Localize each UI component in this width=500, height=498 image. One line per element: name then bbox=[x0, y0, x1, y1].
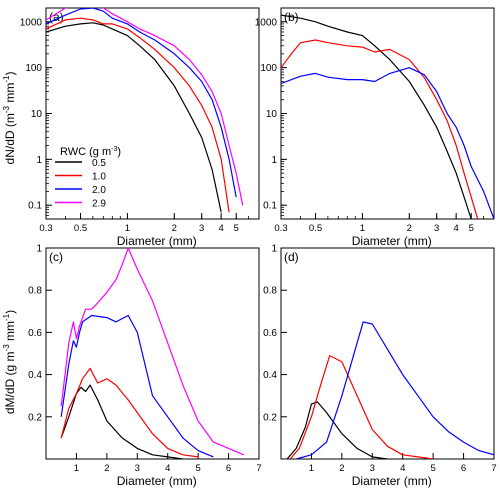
x-tick-label: 5 bbox=[430, 463, 435, 474]
x-tick-label: 5 bbox=[195, 463, 200, 474]
series-line-2.9 bbox=[46, 8, 244, 206]
legend: RWC (g m-3) 0.5 1.0 2.0 2.9 bbox=[55, 146, 121, 210]
y-tick-label: 0.4 bbox=[263, 370, 277, 381]
series-line-2 bbox=[289, 355, 434, 459]
y-tick-label: 100 bbox=[260, 63, 277, 74]
y-tick-label: 0.2 bbox=[263, 412, 277, 423]
series-line-2.9 bbox=[60, 248, 245, 456]
y-tick-label: 1000 bbox=[20, 17, 43, 28]
x-tick-label: 1 bbox=[125, 223, 130, 234]
plot-frame bbox=[45, 7, 260, 220]
y-tick-label: 0.4 bbox=[28, 370, 42, 381]
series-line-3 bbox=[296, 321, 494, 459]
y-tick-label: 0.1 bbox=[263, 201, 277, 212]
series-line-2 bbox=[281, 39, 479, 219]
series-line-1.0 bbox=[60, 367, 199, 458]
x-tick-label: 2 bbox=[339, 463, 344, 474]
legend-title: RWC (g m-3) bbox=[60, 146, 121, 158]
legend-entry-label: 2.0 bbox=[92, 185, 106, 196]
series-line-1 bbox=[281, 14, 472, 219]
legend-entry-label: 0.5 bbox=[92, 158, 106, 169]
y-axis-label-bottom: dM/dD (g m-3 mm-1) bbox=[2, 310, 17, 414]
y-tick-label: 0.2 bbox=[28, 412, 42, 423]
y-axis-label-top: dN/dD (m-3 mm-1) bbox=[2, 72, 17, 165]
x-axis-label: Diameter (mm) bbox=[117, 474, 197, 488]
x-tick-label: 7 bbox=[256, 463, 261, 474]
series-line-2.0 bbox=[60, 314, 214, 458]
panel-d: 1 2 3 4 5 6 7 0.2 0.4 0.6 0.8 1 Diameter (mm) (d) bbox=[263, 244, 497, 489]
x-tick-label: 0.5 bbox=[74, 223, 87, 234]
x-tick-label: 5 bbox=[234, 223, 239, 234]
x-tick-label: 4 bbox=[165, 463, 170, 474]
y-tick-label: 1000 bbox=[255, 17, 278, 28]
x-tick-label: 6 bbox=[226, 463, 231, 474]
x-tick-label: 1 bbox=[74, 463, 79, 474]
y-tick-label: 0.8 bbox=[263, 286, 277, 297]
x-tick-label: 6 bbox=[461, 463, 466, 474]
x-tick-label: 3 bbox=[135, 463, 140, 474]
x-tick-label: 4 bbox=[454, 223, 459, 234]
y-tick-label: 10 bbox=[31, 109, 43, 120]
series-line-0.5 bbox=[60, 384, 183, 459]
x-tick-label: 2 bbox=[104, 463, 109, 474]
y-tick-label: 100 bbox=[25, 63, 42, 74]
x-tick-label: 1 bbox=[309, 463, 314, 474]
y-tick-label: 1 bbox=[36, 244, 42, 255]
y-tick-label: 0.6 bbox=[28, 328, 42, 339]
x-tick-label: 5 bbox=[469, 223, 474, 234]
series-line-2.0 bbox=[46, 8, 237, 198]
x-tick-label: 4 bbox=[400, 463, 405, 474]
x-tick-label: 2 bbox=[407, 223, 412, 234]
x-tick-label: 0.3 bbox=[39, 223, 52, 234]
x-tick-label: 1 bbox=[360, 223, 365, 234]
legend-entry-label: 1.0 bbox=[92, 172, 106, 183]
x-tick-label: 0.3 bbox=[274, 223, 287, 234]
x-tick-label: 2 bbox=[172, 223, 177, 234]
x-tick-label: 4 bbox=[219, 223, 224, 234]
series-line-1.0 bbox=[46, 17, 230, 213]
series-line-3 bbox=[281, 67, 494, 219]
y-tick-label: 0.1 bbox=[28, 201, 42, 212]
y-tick-label: 1 bbox=[36, 155, 42, 166]
x-tick-label: 3 bbox=[434, 223, 439, 234]
y-tick-label: 1 bbox=[271, 244, 277, 255]
x-tick-label: 0.5 bbox=[309, 223, 322, 234]
y-tick-label: 1 bbox=[271, 155, 277, 166]
x-axis-label: Diameter (mm) bbox=[117, 234, 197, 248]
panel-c: 1 2 3 4 5 6 7 0.2 0.4 0.6 0.8 1 Diameter (mm) (c) bbox=[28, 244, 262, 489]
panel-label: (d) bbox=[284, 250, 299, 264]
plot-frame bbox=[280, 7, 495, 220]
x-axis-label: Diameter (mm) bbox=[352, 234, 432, 248]
y-tick-label: 0.6 bbox=[263, 328, 277, 339]
plot-frame bbox=[45, 247, 260, 460]
series-line-0.5 bbox=[46, 22, 222, 213]
panel-label: (c) bbox=[49, 250, 63, 264]
y-tick-label: 10 bbox=[266, 109, 278, 120]
plot-frame bbox=[280, 247, 495, 460]
x-axis-label: Diameter (mm) bbox=[352, 474, 432, 488]
legend-entry-label: 2.9 bbox=[92, 199, 106, 210]
x-tick-label: 7 bbox=[491, 463, 496, 474]
y-tick-label: 0.8 bbox=[28, 286, 42, 297]
series-line-1 bbox=[286, 401, 388, 459]
x-tick-label: 3 bbox=[370, 463, 375, 474]
x-tick-label: 3 bbox=[199, 223, 204, 234]
